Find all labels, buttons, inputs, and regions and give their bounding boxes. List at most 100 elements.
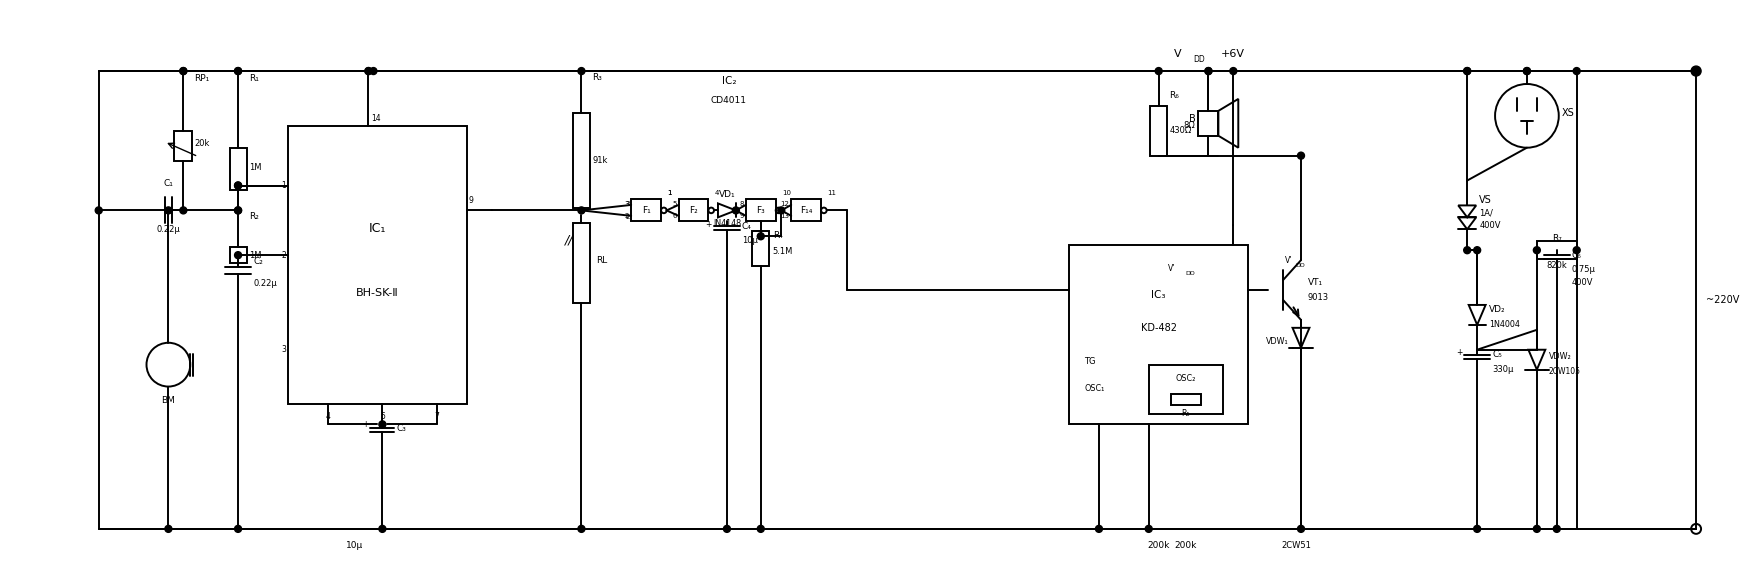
- Circle shape: [1205, 68, 1212, 74]
- Bar: [678, 199, 708, 221]
- Text: R₆: R₆: [1169, 91, 1180, 100]
- Text: 200k: 200k: [1148, 541, 1169, 550]
- Text: F₃: F₃: [757, 206, 764, 215]
- Text: C₃: C₃: [396, 424, 407, 433]
- Text: F₂: F₂: [689, 206, 697, 215]
- Bar: [1148, 364, 1224, 414]
- Text: OSC₂: OSC₂: [1176, 374, 1196, 383]
- Text: 0.22μ: 0.22μ: [157, 225, 180, 235]
- Circle shape: [733, 207, 740, 214]
- Text: 1M: 1M: [248, 251, 262, 260]
- Text: 5: 5: [380, 412, 386, 421]
- Text: IC₁: IC₁: [368, 222, 386, 235]
- Text: 5.1M: 5.1M: [773, 247, 792, 256]
- Text: 1A/: 1A/: [1479, 209, 1493, 218]
- Circle shape: [1523, 68, 1530, 74]
- Text: VD₂: VD₂: [1490, 305, 1506, 314]
- Text: 3: 3: [625, 201, 630, 207]
- Circle shape: [724, 525, 731, 532]
- Circle shape: [379, 525, 386, 532]
- Text: 3: 3: [282, 345, 285, 355]
- Circle shape: [1691, 66, 1701, 76]
- Text: 400V: 400V: [1573, 278, 1594, 287]
- Bar: [287, 126, 467, 404]
- Text: 10μ: 10μ: [347, 541, 363, 550]
- Circle shape: [1298, 525, 1305, 532]
- Bar: [174, 131, 192, 161]
- Circle shape: [180, 68, 187, 74]
- Bar: [572, 113, 590, 208]
- Circle shape: [1095, 525, 1102, 532]
- Text: R₄: R₄: [773, 231, 782, 240]
- Text: 1N4004: 1N4004: [1490, 321, 1520, 329]
- Circle shape: [757, 233, 764, 240]
- Circle shape: [1155, 68, 1162, 74]
- Bar: [791, 199, 821, 221]
- Circle shape: [180, 68, 187, 74]
- Text: TG: TG: [1085, 357, 1095, 366]
- Text: 1: 1: [667, 191, 673, 197]
- Text: 10: 10: [782, 191, 791, 197]
- Circle shape: [1553, 525, 1560, 532]
- Text: R₅: R₅: [1182, 410, 1190, 418]
- Text: VT₁: VT₁: [1308, 277, 1323, 287]
- Text: R₃: R₃: [592, 73, 602, 82]
- Bar: [229, 247, 247, 263]
- Text: V’: V’: [1168, 264, 1175, 273]
- Circle shape: [234, 207, 241, 214]
- Text: 330μ: 330μ: [1492, 364, 1513, 374]
- Circle shape: [1229, 68, 1236, 74]
- Text: 7: 7: [435, 412, 440, 421]
- Circle shape: [1534, 247, 1541, 254]
- Text: +: +: [706, 220, 711, 229]
- Circle shape: [1573, 68, 1580, 74]
- Text: F₁: F₁: [641, 206, 650, 215]
- Bar: [1150, 106, 1168, 156]
- Text: DD: DD: [1194, 55, 1205, 64]
- Bar: [1069, 245, 1249, 424]
- Text: 4: 4: [326, 412, 329, 421]
- Circle shape: [1463, 68, 1470, 74]
- Text: 2: 2: [282, 251, 285, 260]
- Text: 91k: 91k: [592, 156, 608, 165]
- Text: //: //: [565, 234, 574, 247]
- Text: 200k: 200k: [1175, 541, 1196, 550]
- Circle shape: [234, 68, 241, 74]
- Text: 14: 14: [372, 114, 380, 123]
- Circle shape: [234, 182, 241, 189]
- Text: RP₁: RP₁: [194, 74, 210, 83]
- Text: C₆: C₆: [1573, 251, 1581, 260]
- Text: R₂: R₂: [248, 212, 259, 221]
- Text: BM: BM: [162, 395, 176, 404]
- Circle shape: [578, 68, 585, 74]
- Text: 5: 5: [673, 201, 676, 208]
- Text: RL: RL: [597, 256, 608, 264]
- Bar: [630, 199, 660, 221]
- Text: BH-SK-Ⅱ: BH-SK-Ⅱ: [356, 288, 398, 298]
- Text: V’: V’: [1286, 256, 1293, 265]
- Bar: [752, 231, 770, 266]
- Text: C₄: C₄: [741, 222, 752, 231]
- Text: R₁: R₁: [248, 74, 259, 83]
- Bar: [1199, 111, 1219, 136]
- Circle shape: [778, 207, 785, 214]
- Text: C₁: C₁: [164, 178, 173, 188]
- Text: VD₁: VD₁: [718, 191, 736, 199]
- Text: 12: 12: [780, 201, 789, 208]
- Circle shape: [1523, 68, 1530, 74]
- Text: 1: 1: [667, 191, 673, 197]
- Text: 400V: 400V: [1479, 221, 1500, 230]
- Text: VS: VS: [1479, 195, 1492, 205]
- Circle shape: [234, 68, 241, 74]
- Text: +: +: [1456, 348, 1462, 357]
- Circle shape: [166, 525, 173, 532]
- Text: CD4011: CD4011: [711, 97, 747, 105]
- Bar: [1537, 241, 1576, 259]
- Text: 0.75μ: 0.75μ: [1573, 265, 1595, 274]
- Text: 2CW105: 2CW105: [1550, 367, 1581, 376]
- Circle shape: [578, 525, 585, 532]
- Circle shape: [365, 68, 372, 74]
- Text: DD: DD: [1294, 263, 1305, 268]
- Text: ~220V: ~220V: [1706, 295, 1740, 305]
- Circle shape: [1474, 525, 1481, 532]
